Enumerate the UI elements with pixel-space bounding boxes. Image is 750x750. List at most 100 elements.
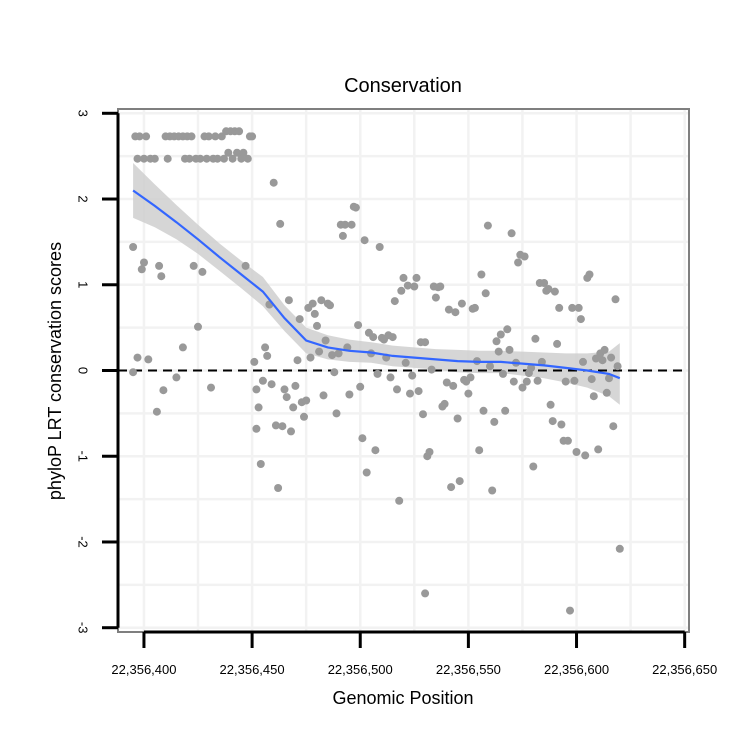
data-point <box>289 403 298 412</box>
data-point <box>328 351 337 360</box>
smooth-line <box>132 189 621 380</box>
data-point <box>358 434 367 443</box>
data-point <box>585 270 594 279</box>
data-point <box>269 178 278 187</box>
data-point <box>576 315 585 324</box>
data-point <box>412 273 421 282</box>
data-point <box>347 220 356 229</box>
data-point <box>334 349 343 358</box>
data-point <box>345 390 354 399</box>
data-point <box>594 445 603 454</box>
data-point <box>496 330 505 339</box>
x-tick-label: 22,356,550 <box>436 662 501 677</box>
y-tick-label: -3 <box>76 622 91 634</box>
data-point <box>133 154 142 163</box>
data-point <box>537 357 546 366</box>
data-point <box>228 154 237 163</box>
data-point <box>196 154 205 163</box>
data-point <box>393 385 401 394</box>
data-point <box>550 287 559 296</box>
data-point <box>295 315 304 324</box>
data-point <box>533 376 542 385</box>
data-point <box>386 373 395 382</box>
data-point <box>198 267 207 276</box>
data-point <box>581 451 590 460</box>
data-point <box>531 334 540 343</box>
y-tick-label: -2 <box>76 536 91 548</box>
x-tick-label: 22,356,500 <box>328 662 393 677</box>
data-point <box>330 368 339 377</box>
data-point <box>276 219 285 228</box>
data-point <box>399 273 408 282</box>
data-point <box>544 285 553 293</box>
data-point <box>341 220 350 229</box>
data-point <box>475 446 484 455</box>
data-point <box>464 389 473 398</box>
data-point <box>570 376 579 385</box>
data-point <box>306 353 315 362</box>
data-point <box>371 446 380 455</box>
data-point <box>282 393 291 402</box>
data-point <box>211 132 220 141</box>
data-point <box>224 148 233 157</box>
data-point <box>152 407 161 416</box>
data-point <box>414 387 423 396</box>
data-point <box>351 203 360 212</box>
y-tick-label: 2 <box>76 195 91 202</box>
data-point <box>388 333 397 342</box>
data-point <box>499 369 507 378</box>
data-point <box>237 154 246 163</box>
data-point <box>338 231 347 240</box>
data-point <box>235 127 244 136</box>
data-point <box>159 386 168 395</box>
x-tick-label: 22,356,650 <box>652 662 717 677</box>
data-point <box>271 421 280 430</box>
data-point <box>609 422 618 431</box>
data-point <box>427 365 436 374</box>
data-point <box>421 589 430 598</box>
data-point <box>419 410 427 419</box>
data-point <box>505 345 514 354</box>
data-point <box>401 358 410 367</box>
data-point <box>436 282 445 291</box>
data-point <box>477 270 486 279</box>
data-point <box>579 357 587 366</box>
data-point <box>440 399 449 408</box>
data-point <box>479 406 488 415</box>
data-point <box>406 389 414 398</box>
data-point <box>548 417 557 426</box>
data-point <box>293 356 302 365</box>
data-point <box>248 132 257 141</box>
data-point <box>185 154 194 163</box>
data-point <box>403 281 412 290</box>
data-point <box>261 343 270 352</box>
data-point <box>540 279 549 287</box>
data-point <box>486 362 494 371</box>
data-point <box>589 392 598 401</box>
data-point <box>455 477 464 486</box>
data-point <box>488 486 497 495</box>
data-point <box>142 132 151 141</box>
data-point <box>425 448 434 456</box>
data-point <box>135 132 144 141</box>
data-point <box>129 243 138 251</box>
data-point <box>140 154 148 163</box>
data-point <box>466 373 475 382</box>
data-point <box>287 427 295 436</box>
data-point <box>605 374 613 383</box>
data-point <box>254 403 263 412</box>
data-point <box>315 347 324 356</box>
chart-title: Conservation <box>344 75 462 97</box>
data-point <box>332 409 341 418</box>
data-point <box>313 321 321 330</box>
data-point <box>278 422 287 431</box>
data-point <box>189 261 198 270</box>
data-point <box>410 282 419 291</box>
data-point <box>490 417 499 426</box>
data-point <box>326 301 334 310</box>
data-point <box>566 606 574 615</box>
data-point <box>587 375 596 384</box>
data-point <box>553 339 562 348</box>
data-point <box>527 363 536 372</box>
